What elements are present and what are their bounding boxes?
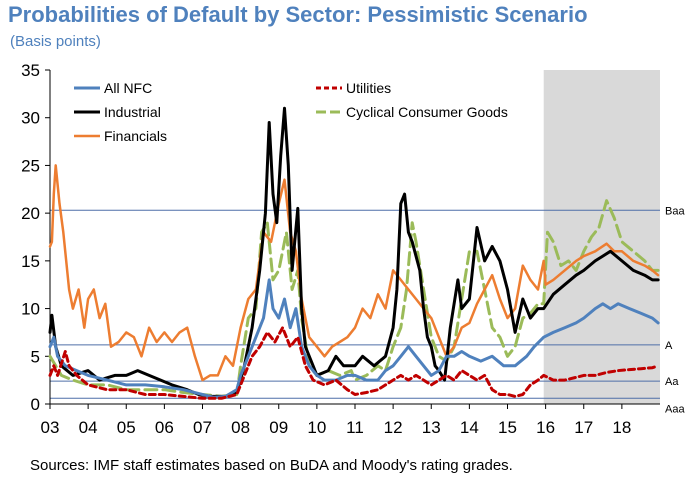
x-tick-label: 10 (307, 418, 326, 437)
x-tick-label: 08 (231, 418, 250, 437)
legend-label-cyclical-consumer-goods: Cyclical Consumer Goods (346, 104, 508, 120)
forecast-shading (543, 70, 660, 404)
x-tick-label: 03 (41, 418, 60, 437)
x-tick-label: 11 (346, 418, 364, 437)
reference-label-aa: Aa (665, 376, 679, 388)
reference-label-baa: Baa (665, 205, 685, 217)
page-title: Probabilities of Default by Sector: Pess… (8, 2, 588, 27)
legend-label-industrial: Industrial (104, 104, 161, 120)
x-tick-label: 13 (422, 418, 441, 437)
reference-label-a: A (665, 340, 673, 352)
x-tick-label: 14 (460, 418, 479, 437)
reference-label-aaa: Aaa (665, 403, 685, 415)
x-tick-label: 04 (79, 418, 98, 437)
series-line-all-nfc (48, 278, 660, 399)
chart-subtitle: (Basis points) (10, 33, 101, 50)
x-tick-label: 05 (117, 418, 136, 437)
x-tick-label: 12 (384, 418, 403, 437)
x-tick-label: 07 (193, 418, 212, 437)
x-tick-label: 16 (536, 418, 555, 437)
series-line-utilities (48, 326, 660, 400)
x-tick-label: 09 (269, 418, 288, 437)
legend-label-all-nfc: All NFC (104, 80, 152, 96)
x-tick-label: 15 (498, 418, 517, 437)
y-tick-label: 15 (21, 252, 40, 271)
y-tick-label: 5 (31, 347, 40, 366)
y-tick-label: 30 (21, 109, 40, 128)
y-tick-label: 10 (21, 300, 40, 319)
y-tick-label: 0 (31, 395, 40, 414)
x-tick-label: 06 (155, 418, 174, 437)
y-tick-label: 25 (21, 156, 40, 175)
legend-label-utilities: Utilities (346, 80, 391, 96)
y-tick-label: 35 (21, 61, 40, 80)
x-tick-label: 18 (612, 418, 631, 437)
y-tick-label: 20 (21, 204, 40, 223)
source-note: Sources: IMF staff estimates based on Bu… (30, 457, 513, 474)
series-line-financials (48, 164, 660, 382)
x-tick-label: 17 (574, 418, 593, 437)
legend-label-financials: Financials (104, 128, 167, 144)
